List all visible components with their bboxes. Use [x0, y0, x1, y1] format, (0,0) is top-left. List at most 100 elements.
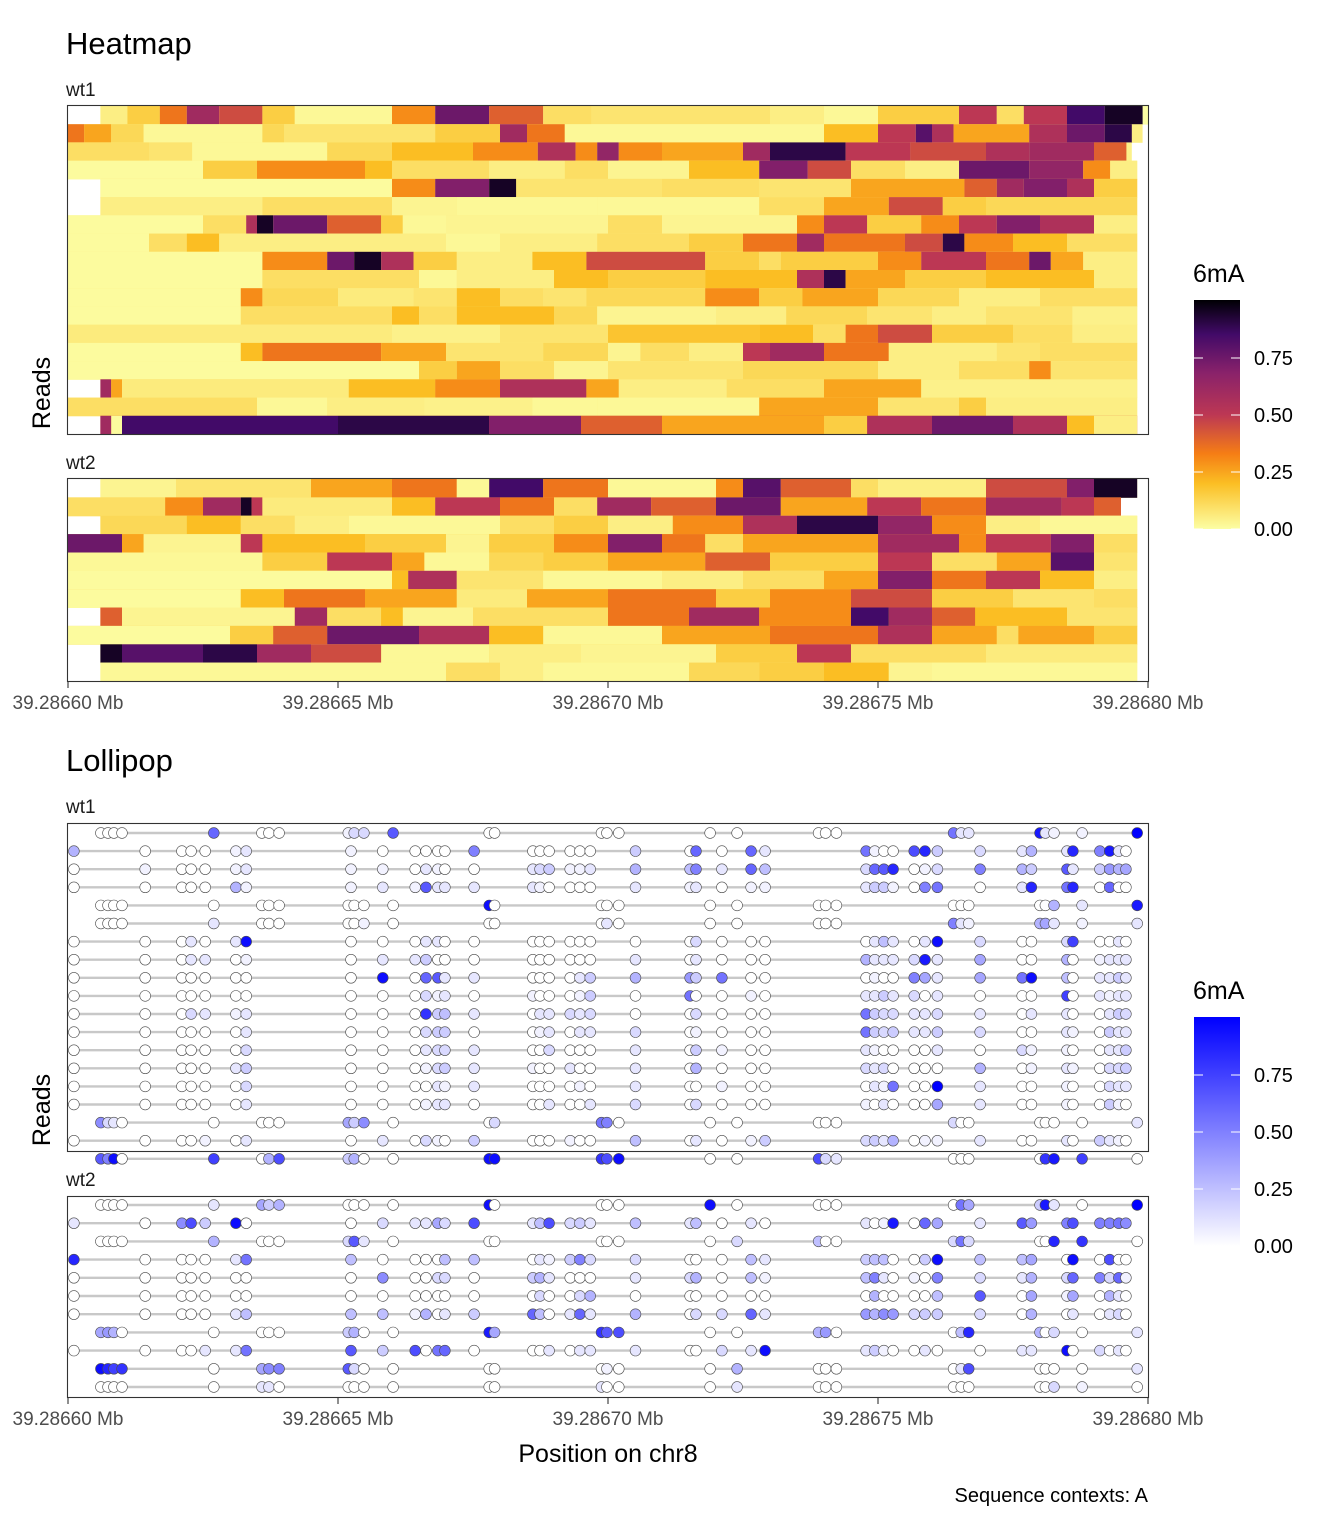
lollipop-read [68, 881, 1132, 893]
site-dot [185, 935, 197, 948]
site-dot [488, 1326, 501, 1339]
site-dot [704, 1381, 716, 1393]
site-dot [564, 1134, 576, 1147]
site-dot [439, 953, 451, 966]
site-dot [348, 1381, 360, 1393]
site-dot [584, 1272, 596, 1284]
site-dot [240, 1080, 252, 1093]
site-dot [68, 1290, 80, 1302]
heatmap-cell [516, 178, 662, 198]
legend-tick-label: 0.00 [1254, 519, 1293, 541]
site-dot [974, 1272, 986, 1284]
site-dot [139, 1008, 151, 1020]
heatmap-cell [532, 397, 598, 417]
heatmap-cell [878, 570, 932, 590]
heatmap-cell [240, 589, 284, 608]
heatmap-cell [867, 215, 922, 234]
site-dot [716, 863, 728, 875]
site-dot [908, 990, 920, 1002]
site-dot [690, 1272, 702, 1284]
site-dot [759, 1026, 771, 1038]
site-dot [584, 953, 596, 966]
heatmap-row [100, 515, 1138, 535]
site-dot [1025, 1062, 1038, 1075]
site-dot [230, 1272, 242, 1284]
site-dot [377, 1308, 389, 1320]
site-dot [919, 1344, 931, 1357]
site-dot [273, 1363, 285, 1375]
heatmap-cell [68, 251, 263, 271]
heatmap-cell [122, 534, 144, 553]
site-dot [409, 972, 421, 984]
site-dot [716, 1272, 728, 1284]
site-dot [439, 990, 451, 1002]
site-dot [409, 953, 421, 966]
site-dot [690, 935, 702, 948]
heatmap-cell [543, 570, 662, 590]
lollipop-read [68, 1290, 1132, 1302]
site-dot [409, 1290, 421, 1302]
heatmap-cell [959, 160, 1030, 180]
x-axis-title: Position on chr8 [518, 1440, 697, 1468]
site-dot [409, 845, 421, 857]
heatmap-cell [68, 497, 166, 517]
site-dot [745, 863, 757, 875]
site-dot [348, 899, 360, 912]
site-dot [574, 935, 586, 948]
legend-tick-label: 0.50 [1254, 405, 1293, 427]
heatmap-cell [743, 515, 797, 535]
site-dot [263, 827, 275, 839]
site-dot [240, 1308, 252, 1320]
heatmap-cell [597, 397, 760, 417]
heatmap-cell [689, 160, 760, 180]
site-dot [199, 972, 211, 984]
heatmap-cell [262, 288, 338, 307]
site-dot [345, 1344, 357, 1357]
heatmap-cell [1013, 589, 1094, 608]
site-dot [230, 935, 242, 948]
heatmap-cell [996, 625, 1019, 645]
site-dot [1131, 1381, 1143, 1393]
site-dot [439, 1026, 451, 1038]
site-dot [584, 1253, 596, 1266]
heatmap-cell [1018, 625, 1094, 645]
lollipop-read [68, 953, 1132, 966]
heatmap-cell [640, 342, 689, 362]
site-dot [1067, 972, 1079, 984]
site-dot [420, 1026, 432, 1038]
heatmap-cell [186, 106, 220, 125]
site-dot [1076, 1116, 1088, 1129]
site-dot [409, 863, 421, 875]
heatmap-cell [770, 142, 846, 161]
heatmap-cell [489, 479, 544, 498]
heatmap-cell [662, 415, 824, 435]
heatmap-cell [689, 607, 760, 627]
site-dot [745, 1098, 757, 1111]
site-dot [420, 1253, 432, 1266]
heatmap-cell [959, 288, 1040, 307]
heatmap-cell [489, 178, 517, 198]
site-dot [240, 1134, 252, 1147]
lollipop-read [68, 1026, 1132, 1038]
lollipop-read [95, 1153, 1143, 1165]
site-dot [1048, 1363, 1060, 1375]
site-dot [68, 863, 80, 875]
site-dot [139, 972, 151, 984]
site-dot [1076, 1235, 1088, 1248]
site-dot [199, 990, 211, 1002]
site-dot [731, 1326, 743, 1339]
site-dot [584, 1044, 596, 1056]
site-dot [629, 935, 642, 948]
site-dot [584, 1026, 596, 1038]
site-dot [931, 1134, 944, 1147]
heatmap-cell [419, 270, 457, 289]
heatmap-cell [68, 233, 149, 253]
heatmap-cell [262, 124, 284, 143]
site-dot [887, 1062, 899, 1075]
site-dot [1025, 972, 1038, 984]
site-dot [745, 1080, 757, 1093]
site-dot [601, 917, 613, 930]
heatmap-cell [327, 142, 392, 161]
heatmap-cell [824, 233, 905, 253]
lollipop-read [68, 845, 1132, 857]
